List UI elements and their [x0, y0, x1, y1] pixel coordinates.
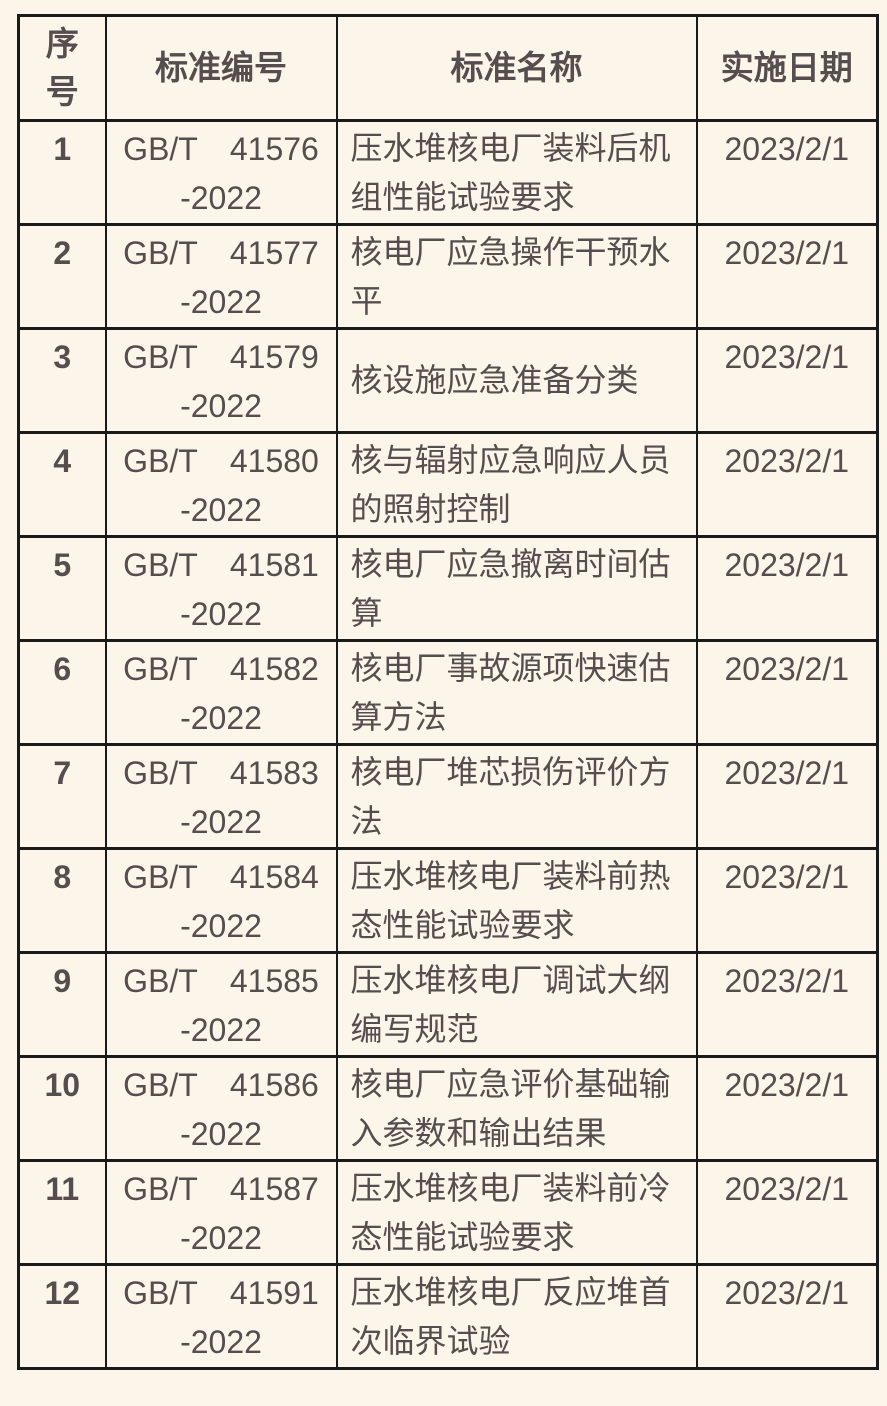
table-row: 11 GB/T 41587 -2022 压水堆核电厂装料前冷态性能试验要求 20…	[17, 1159, 879, 1266]
standard-code-cell: GB/T 41576 -2022	[104, 119, 338, 226]
standard-code-cell: GB/T 41587 -2022	[104, 1159, 338, 1266]
row-number-cell: 2	[17, 223, 107, 330]
standard-name-cell: 核与辐射应急响应人员的照射控制	[335, 431, 698, 538]
standard-code-cell: GB/T 41579 -2022	[104, 327, 338, 434]
table-row: 4 GB/T 41580 -2022 核与辐射应急响应人员的照射控制 2023/…	[17, 431, 879, 538]
table-row: 1 GB/T 41576 -2022 压水堆核电厂装料后机组性能试验要求 202…	[17, 119, 879, 226]
row-number-cell: 10	[17, 1055, 107, 1162]
table-row: 10 GB/T 41586 -2022 核电厂应急评价基础输入参数和输出结果 2…	[17, 1055, 879, 1162]
implementation-date-cell: 2023/2/1	[695, 223, 879, 330]
implementation-date-cell: 2023/2/1	[695, 639, 879, 746]
standard-code-cell: GB/T 41586 -2022	[104, 1055, 338, 1162]
row-number-cell: 8	[17, 847, 107, 954]
standard-code-cell: GB/T 41580 -2022	[104, 431, 338, 538]
implementation-date-cell: 2023/2/1	[695, 1263, 879, 1370]
table-row: 3 GB/T 41579 -2022 核设施应急准备分类 2023/2/1	[17, 327, 879, 434]
column-header-standard-code: 标准编号	[104, 14, 338, 122]
standard-name-cell: 核电厂应急操作干预水平	[335, 223, 698, 330]
column-header-serial-number-label: 序号	[45, 25, 79, 110]
table-row: 5 GB/T 41581 -2022 核电厂应急撤离时间估算 2023/2/1	[17, 535, 879, 642]
standard-name-cell: 核电厂堆芯损伤评价方法	[335, 743, 698, 850]
table-row: 2 GB/T 41577 -2022 核电厂应急操作干预水平 2023/2/1	[17, 223, 879, 330]
row-number-cell: 5	[17, 535, 107, 642]
table-row: 12 GB/T 41591 -2022 压水堆核电厂反应堆首次临界试验 2023…	[17, 1263, 879, 1370]
standard-name-cell: 压水堆核电厂装料前冷态性能试验要求	[335, 1159, 698, 1266]
table-header-row: 序号 标准编号 标准名称 实施日期	[17, 14, 879, 122]
row-number-cell: 6	[17, 639, 107, 746]
standard-code-cell: GB/T 41582 -2022	[104, 639, 338, 746]
implementation-date-cell: 2023/2/1	[695, 535, 879, 642]
column-header-serial-number: 序号	[17, 14, 107, 122]
standard-code-cell: GB/T 41591 -2022	[104, 1263, 338, 1370]
column-header-standard-name: 标准名称	[335, 14, 698, 122]
implementation-date-cell: 2023/2/1	[695, 431, 879, 538]
table-row: 9 GB/T 41585 -2022 压水堆核电厂调试大纲编写规范 2023/2…	[17, 951, 879, 1058]
row-number-cell: 3	[17, 327, 107, 434]
column-header-implementation-date: 实施日期	[695, 14, 879, 122]
implementation-date-cell: 2023/2/1	[695, 1159, 879, 1266]
standard-name-cell: 压水堆核电厂反应堆首次临界试验	[335, 1263, 698, 1370]
standard-name-cell: 核电厂事故源项快速估算方法	[335, 639, 698, 746]
implementation-date-cell: 2023/2/1	[695, 119, 879, 226]
standard-code-cell: GB/T 41585 -2022	[104, 951, 338, 1058]
table-row: 7 GB/T 41583 -2022 核电厂堆芯损伤评价方法 2023/2/1	[17, 743, 879, 850]
implementation-date-cell: 2023/2/1	[695, 847, 879, 954]
row-number-cell: 1	[17, 119, 107, 226]
implementation-date-cell: 2023/2/1	[695, 327, 879, 434]
table-row: 6 GB/T 41582 -2022 核电厂事故源项快速估算方法 2023/2/…	[17, 639, 879, 746]
standard-code-cell: GB/T 41583 -2022	[104, 743, 338, 850]
implementation-date-cell: 2023/2/1	[695, 951, 879, 1058]
implementation-date-cell: 2023/2/1	[695, 743, 879, 850]
row-number-cell: 4	[17, 431, 107, 538]
standard-name-cell: 核电厂应急评价基础输入参数和输出结果	[335, 1055, 698, 1162]
table-row: 8 GB/T 41584 -2022 压水堆核电厂装料前热态性能试验要求 202…	[17, 847, 879, 954]
row-number-cell: 9	[17, 951, 107, 1058]
standard-code-cell: GB/T 41577 -2022	[104, 223, 338, 330]
standard-code-cell: GB/T 41581 -2022	[104, 535, 338, 642]
standards-table: 序号 标准编号 标准名称 实施日期 1 GB/T 41576 -2022 压水堆…	[17, 14, 879, 1370]
row-number-cell: 11	[17, 1159, 107, 1266]
standard-name-cell: 核设施应急准备分类	[335, 327, 698, 434]
row-number-cell: 12	[17, 1263, 107, 1370]
standard-name-cell: 核电厂应急撤离时间估算	[335, 535, 698, 642]
standard-name-cell: 压水堆核电厂装料后机组性能试验要求	[335, 119, 698, 226]
standard-code-cell: GB/T 41584 -2022	[104, 847, 338, 954]
standard-name-cell: 压水堆核电厂调试大纲编写规范	[335, 951, 698, 1058]
implementation-date-cell: 2023/2/1	[695, 1055, 879, 1162]
row-number-cell: 7	[17, 743, 107, 850]
standard-name-cell: 压水堆核电厂装料前热态性能试验要求	[335, 847, 698, 954]
